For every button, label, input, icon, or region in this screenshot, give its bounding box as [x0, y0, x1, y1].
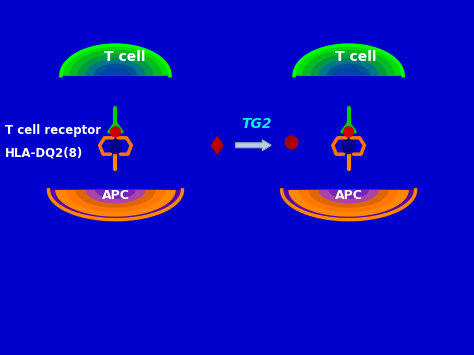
Polygon shape	[333, 67, 364, 76]
Polygon shape	[85, 59, 146, 76]
Polygon shape	[108, 138, 123, 154]
Text: HLA-DQ2(8): HLA-DQ2(8)	[5, 146, 83, 159]
Text: TG2: TG2	[242, 118, 272, 131]
Polygon shape	[282, 190, 416, 220]
Polygon shape	[65, 190, 166, 212]
Ellipse shape	[343, 126, 354, 137]
Polygon shape	[55, 190, 176, 217]
Polygon shape	[287, 142, 296, 150]
Polygon shape	[341, 138, 356, 154]
Polygon shape	[310, 54, 387, 76]
Polygon shape	[211, 136, 224, 155]
FancyArrow shape	[236, 140, 271, 151]
Polygon shape	[48, 190, 182, 220]
Text: T cell receptor: T cell receptor	[5, 124, 101, 137]
Polygon shape	[69, 50, 162, 76]
Polygon shape	[294, 45, 403, 76]
Text: APC: APC	[101, 189, 129, 202]
Polygon shape	[112, 132, 119, 137]
Polygon shape	[345, 132, 353, 137]
Polygon shape	[298, 190, 399, 212]
Polygon shape	[77, 54, 154, 76]
Polygon shape	[302, 50, 395, 76]
Polygon shape	[288, 190, 409, 217]
Polygon shape	[327, 64, 370, 76]
Polygon shape	[319, 59, 379, 76]
Polygon shape	[284, 135, 299, 149]
Text: T cell: T cell	[335, 50, 377, 64]
Polygon shape	[94, 64, 137, 76]
Polygon shape	[85, 190, 146, 203]
Polygon shape	[61, 45, 170, 76]
Text: T cell: T cell	[104, 50, 145, 64]
Polygon shape	[309, 190, 389, 208]
Polygon shape	[319, 190, 379, 203]
Polygon shape	[100, 67, 131, 76]
Polygon shape	[328, 190, 369, 199]
Text: APC: APC	[335, 189, 363, 202]
Polygon shape	[75, 190, 155, 208]
Ellipse shape	[110, 126, 121, 137]
Polygon shape	[95, 190, 136, 199]
